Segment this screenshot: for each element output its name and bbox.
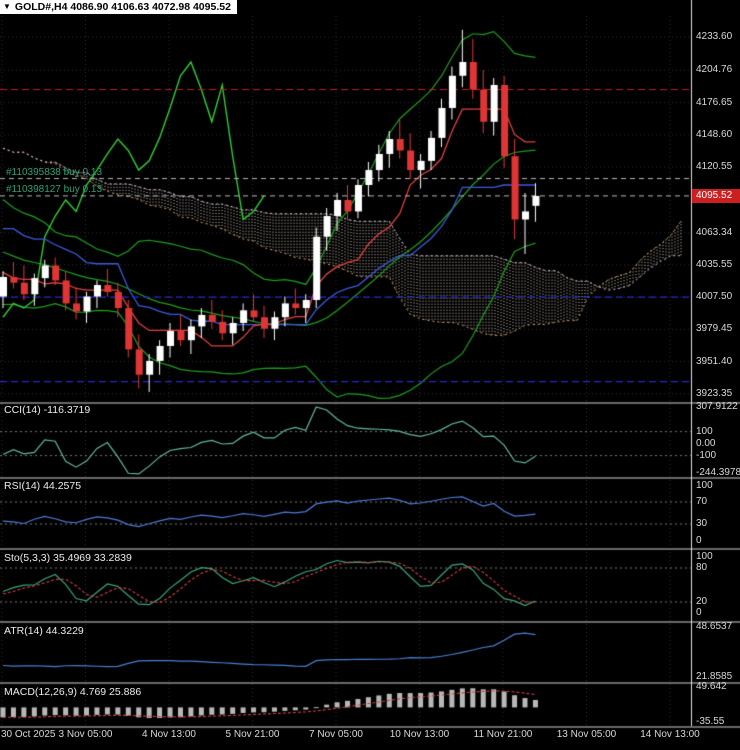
time-axis-label: 7 Nov 05:00 (309, 729, 363, 740)
time-axis-label: 5 Nov 21:00 (225, 729, 280, 740)
sto-axis-label: 80 (696, 562, 708, 573)
atr-indicator-label: ATR(14) 44.3229 (4, 625, 84, 637)
price-axis-label: 4007.50 (696, 291, 733, 303)
time-axis-label: 13 Nov 05:00 (556, 729, 617, 740)
cci-axis-label: -244.3978 (696, 466, 740, 478)
price-axis-label: 4120.55 (696, 161, 733, 173)
atr-axis-label: 21.8585 (696, 670, 733, 682)
ohlc-text: GOLD#,H4 4086.90 4106.63 4072.98 4095.52 (14, 1, 231, 13)
cci-axis-label: 100 (696, 425, 713, 437)
macd-axis-label: -35.55 (696, 716, 725, 728)
cci-axis-label: -100 (696, 449, 717, 461)
rsi-axis-label: 100 (696, 479, 713, 491)
time-axis-label: 11 Nov 21:00 (473, 729, 533, 740)
price-axis-label: 4063.34 (696, 226, 733, 238)
price-axis-label: 3951.40 (696, 355, 733, 367)
sto-axis-label: 0 (696, 607, 702, 619)
ohlc-info: ▼ GOLD#,H4 4086.90 4106.63 4072.98 4095.… (0, 0, 237, 14)
rsi-indicator-label: RSI(14) 44.2575 (4, 480, 82, 492)
price-axis-label: 3979.45 (696, 323, 733, 335)
time-axis-label: 14 Nov 13:00 (640, 729, 700, 740)
position-label[interactable]: #110398127 buy 0.13 (6, 183, 103, 195)
symbol-dropdown-icon[interactable]: ▼ (3, 2, 11, 11)
rsi-axis-label: 0 (696, 534, 702, 546)
price-axis-label: 4148.60 (696, 128, 733, 140)
position-label[interactable]: #110395838 buy 0.13 (6, 166, 103, 178)
price-axis-label: 4176.65 (696, 96, 733, 108)
current-price-tag: 4095.52 (692, 188, 740, 203)
rsi-axis-label: 30 (696, 518, 708, 529)
macd-axis-label: 49.642 (696, 680, 727, 692)
time-axis-label: 10 Nov 13:00 (389, 729, 450, 740)
cci-axis-label: 307.9122 (696, 400, 738, 412)
price-axis-label: 4204.76 (696, 64, 733, 76)
rsi-axis-label: 70 (696, 496, 708, 507)
sto-axis-label: 100 (696, 550, 713, 562)
price-axis-label: 4035.55 (696, 258, 733, 270)
cci-axis-label: 0.00 (696, 437, 716, 449)
cci-indicator-label: CCI(14) -116.3719 (4, 404, 91, 416)
price-axis-label: 4233.60 (696, 31, 733, 43)
time-axis-label: 3 Nov 05:00 (58, 729, 113, 740)
atr-axis-label: 48.6537 (696, 620, 733, 632)
macd-indicator-label: MACD(12,26,9) 4.769 25.886 (4, 686, 142, 698)
price-axis-label: 3923.35 (696, 387, 733, 399)
time-axis-label: 30 Oct 2025 (1, 729, 56, 740)
sto-axis-label: 20 (696, 596, 708, 607)
time-axis-label: 4 Nov 13:00 (142, 729, 196, 740)
stochastic-indicator-label: Sto(5,3,3) 35.4969 33.2839 (4, 552, 132, 564)
